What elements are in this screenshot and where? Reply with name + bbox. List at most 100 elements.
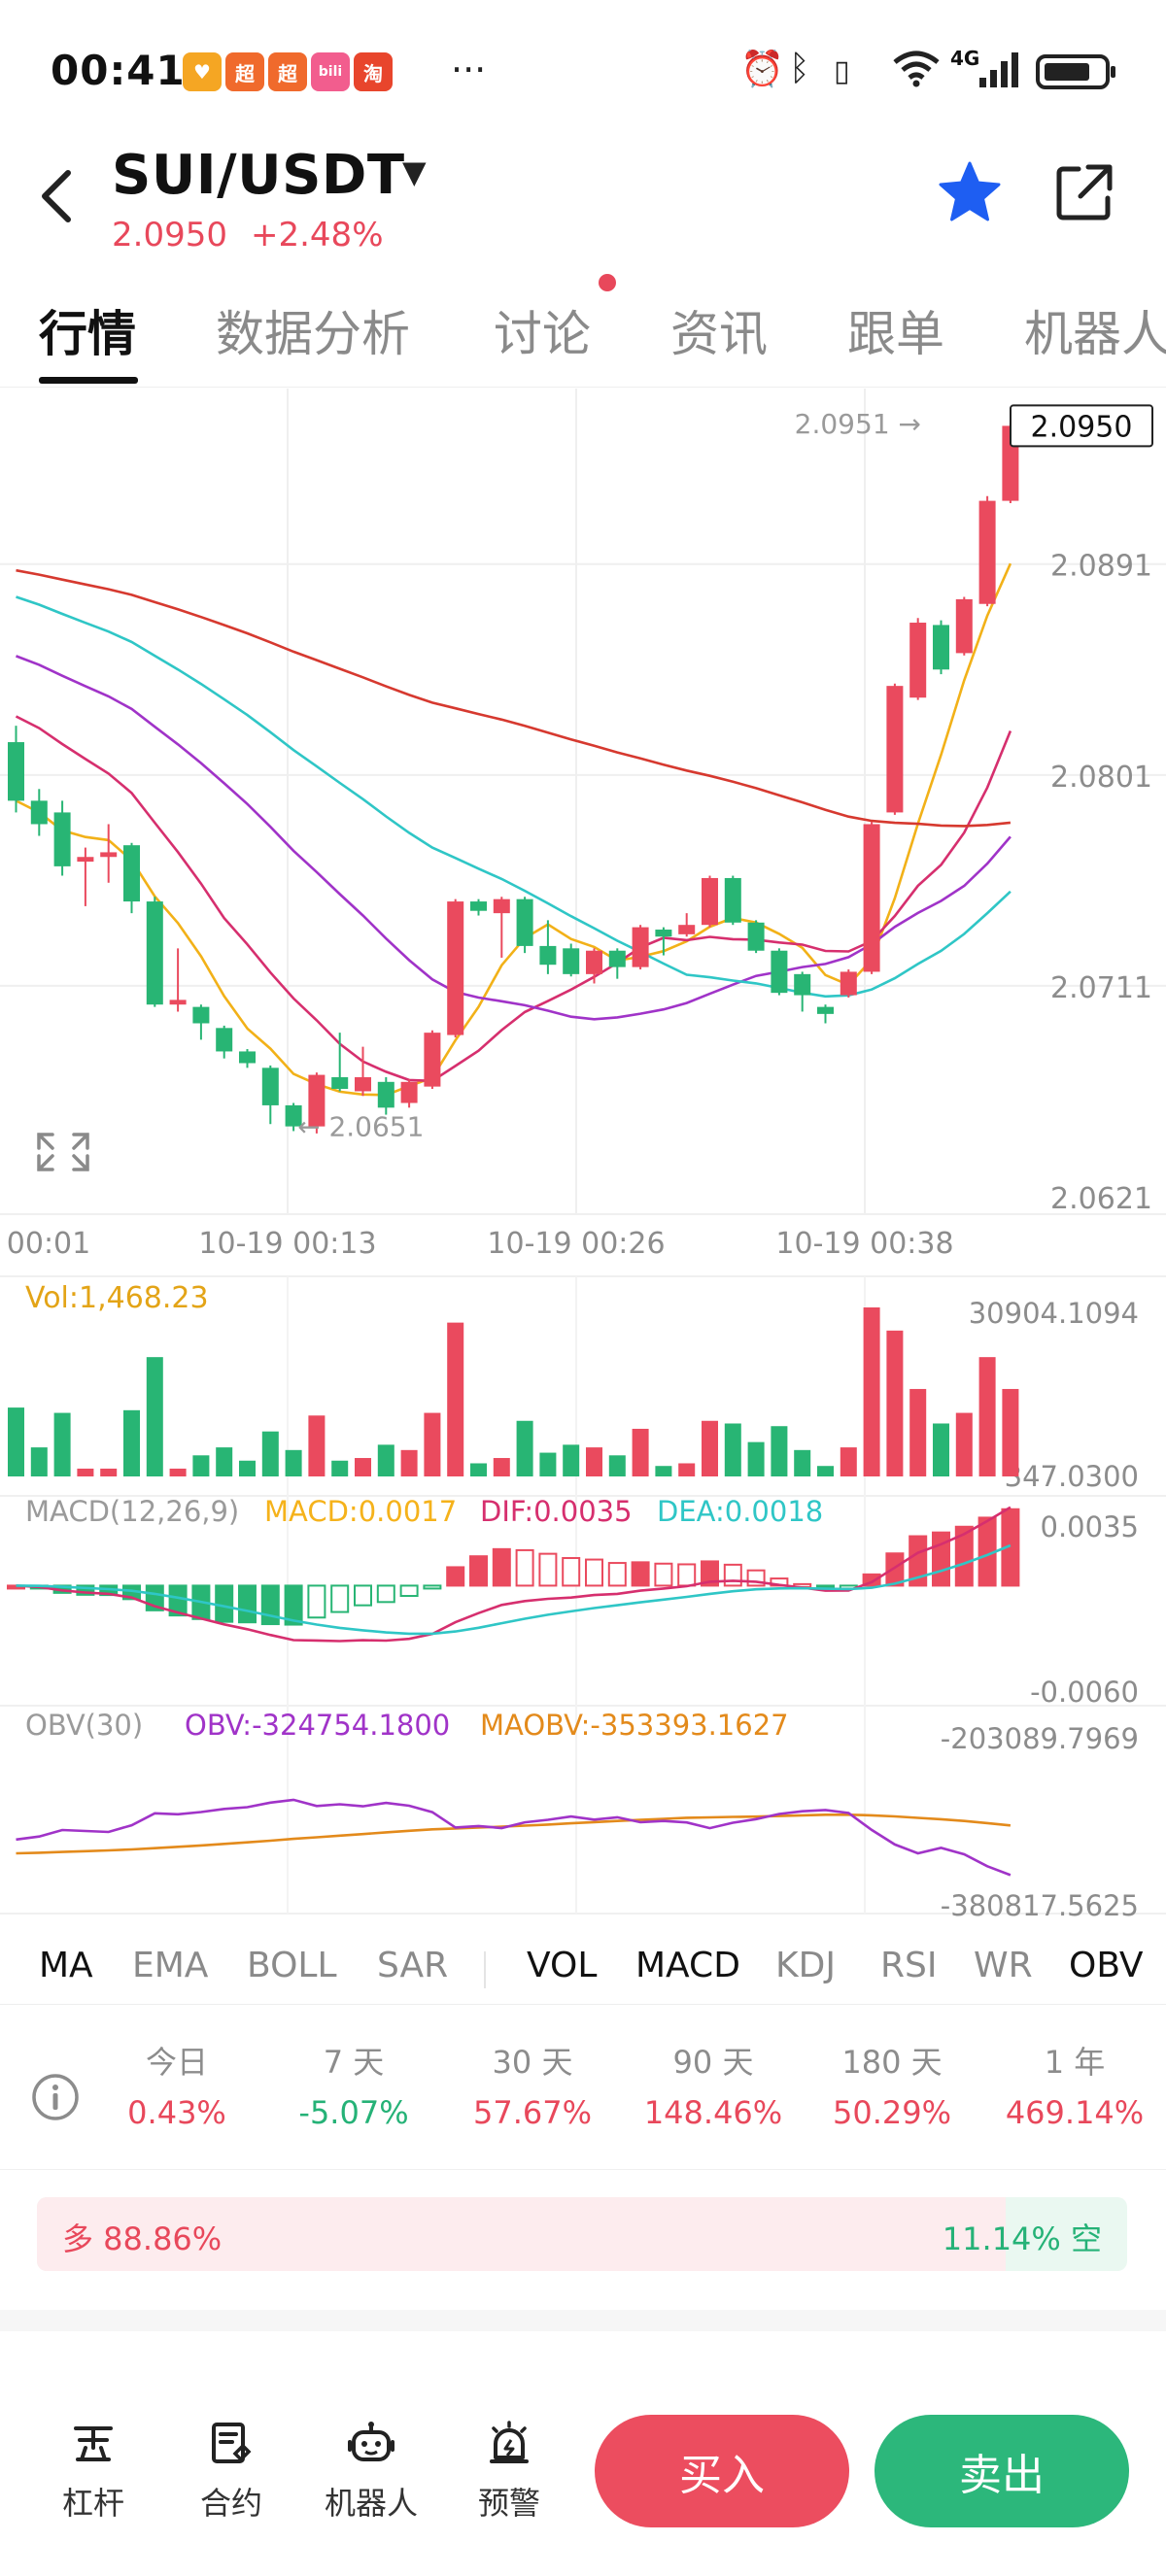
macd-histogram-bar — [307, 1584, 326, 1619]
indicator-vol[interactable]: VOL — [527, 1946, 598, 1985]
nav-bot[interactable]: 机器人 — [323, 2419, 420, 2524]
candle — [192, 1004, 210, 1040]
perf-1y: 1 年 469.14% — [997, 2038, 1152, 2131]
expand-chart-icon[interactable] — [37, 1133, 89, 1171]
last-price-tag: 2.0950 — [1031, 410, 1133, 444]
volume-bar — [470, 1463, 487, 1476]
chaoshi-app-icon-2: 超 — [268, 52, 307, 91]
favorite-star-button[interactable] — [935, 157, 1005, 227]
price-axis-label: 2.0621 — [1050, 1182, 1152, 1216]
pair-selector[interactable]: SUI/USDT — [112, 144, 405, 207]
perf-label: 90 天 — [672, 2044, 754, 2081]
macd-histogram-bar — [677, 1563, 697, 1587]
indicator-sar[interactable]: SAR — [377, 1946, 449, 1985]
share-button[interactable] — [1049, 157, 1119, 227]
dea-value: DEA:0.0018 — [657, 1495, 823, 1528]
last-price-tag-box — [1010, 404, 1153, 448]
indicator-macd[interactable]: MACD — [635, 1946, 740, 1985]
candle-body — [817, 1006, 834, 1014]
candle — [123, 842, 140, 914]
tab-discussion[interactable]: 讨论 — [494, 306, 591, 362]
tab-data-analysis[interactable]: 数据分析 — [216, 306, 410, 362]
ma-line-mid — [15, 715, 1012, 1083]
candle — [563, 943, 580, 977]
macd-histogram-bar — [215, 1584, 234, 1623]
indicator-ma[interactable]: MA — [39, 1946, 93, 1985]
candle-body — [30, 800, 48, 825]
macd-histogram-bar — [423, 1584, 442, 1590]
tab-bots[interactable]: 机器人 — [1024, 306, 1166, 362]
info-icon[interactable] — [31, 2073, 80, 2121]
macd-histogram-bar — [723, 1563, 742, 1587]
candle-body — [632, 927, 649, 967]
volume-bar — [30, 1447, 48, 1476]
volume-bar — [285, 1449, 302, 1476]
tab-bar: 行情 数据分析 讨论 资讯 跟单 机器人 — [0, 291, 1166, 388]
price-axis-label: 2.0801 — [1050, 761, 1152, 795]
nav-alert[interactable]: 预警 — [461, 2419, 558, 2524]
candle-body — [840, 971, 857, 996]
price-axis-label: 2.0891 — [1050, 550, 1152, 584]
back-button[interactable] — [37, 167, 76, 236]
indicator-rsi[interactable]: RSI — [880, 1946, 938, 1985]
volume-min-label: 347.0300 — [1005, 1460, 1139, 1493]
kline-chart[interactable]: 2.0891 2.0801 2.0711 2.0621 2.0950 2.0951 → ← … — [0, 387, 1166, 1916]
candle — [539, 920, 557, 974]
candle-body — [608, 950, 626, 967]
macd-histogram-bar — [538, 1552, 558, 1587]
candle-body — [771, 950, 788, 994]
volume-bar — [794, 1449, 811, 1476]
ma-line-longest — [16, 568, 1012, 828]
ma-line-long — [16, 595, 1012, 999]
indicator-wr[interactable]: WR — [974, 1946, 1033, 1985]
alarm-bell-icon — [490, 2421, 529, 2463]
volume-bar — [53, 1412, 71, 1476]
candle — [400, 1079, 418, 1108]
perf-7d: 7 天 -5.07% — [276, 2038, 431, 2131]
candle-body — [794, 973, 811, 996]
nav-contract[interactable]: 合约 — [183, 2419, 280, 2524]
candle — [493, 897, 510, 958]
tab-copy-trading[interactable]: 跟单 — [847, 306, 944, 362]
tab-market[interactable]: 行情 — [39, 306, 136, 362]
indicator-kdj[interactable]: KDJ — [775, 1946, 836, 1985]
macd-histogram-bar — [238, 1584, 257, 1624]
perf-label: 今日 — [145, 2044, 208, 2081]
indicator-obv[interactable]: OBV — [1069, 1946, 1144, 1985]
candle — [470, 898, 487, 916]
candle-body — [192, 1006, 210, 1024]
candle — [817, 1004, 834, 1024]
indicator-ema[interactable]: EMA — [132, 1946, 209, 1985]
nav-label: 机器人 — [324, 2485, 418, 2522]
time-axis-label: 00:01 — [7, 1227, 90, 1261]
perf-value: 57.67% — [472, 2094, 592, 2131]
volume-bar — [724, 1423, 741, 1476]
candle-body — [53, 812, 71, 866]
tab-news[interactable]: 资讯 — [670, 306, 768, 362]
indicator-boll[interactable]: BOLL — [247, 1946, 337, 1985]
candle — [261, 1065, 279, 1125]
sell-button[interactable]: 卖出 — [874, 2415, 1129, 2527]
candle — [447, 898, 464, 1037]
perf-label: 1 年 — [1044, 2044, 1106, 2081]
obv-max-label: -203089.7969 — [941, 1722, 1139, 1755]
candle-body — [563, 948, 580, 974]
volume-bar — [377, 1444, 394, 1476]
volume-bar — [146, 1357, 163, 1476]
volume-bar — [239, 1460, 256, 1476]
perf-value: 469.14% — [1005, 2094, 1145, 2131]
buy-button[interactable]: 买入 — [595, 2415, 849, 2527]
maobv-value: MAOBV:-353393.1627 — [480, 1709, 789, 1742]
candle-body — [978, 500, 996, 604]
macd-histogram-bar — [654, 1562, 673, 1587]
caret-down-icon[interactable]: ▼ — [402, 153, 427, 190]
nav-leverage[interactable]: 杠杆 — [45, 2419, 142, 2524]
candle — [771, 948, 788, 996]
macd-max-label: 0.0035 — [1041, 1510, 1139, 1543]
macd-histogram-bar — [607, 1562, 627, 1587]
macd-histogram-bar — [260, 1584, 280, 1626]
volume-bar — [516, 1420, 533, 1476]
macd-histogram-bar — [885, 1552, 905, 1587]
candle-body — [516, 898, 533, 946]
macd-histogram-bar — [399, 1584, 419, 1598]
